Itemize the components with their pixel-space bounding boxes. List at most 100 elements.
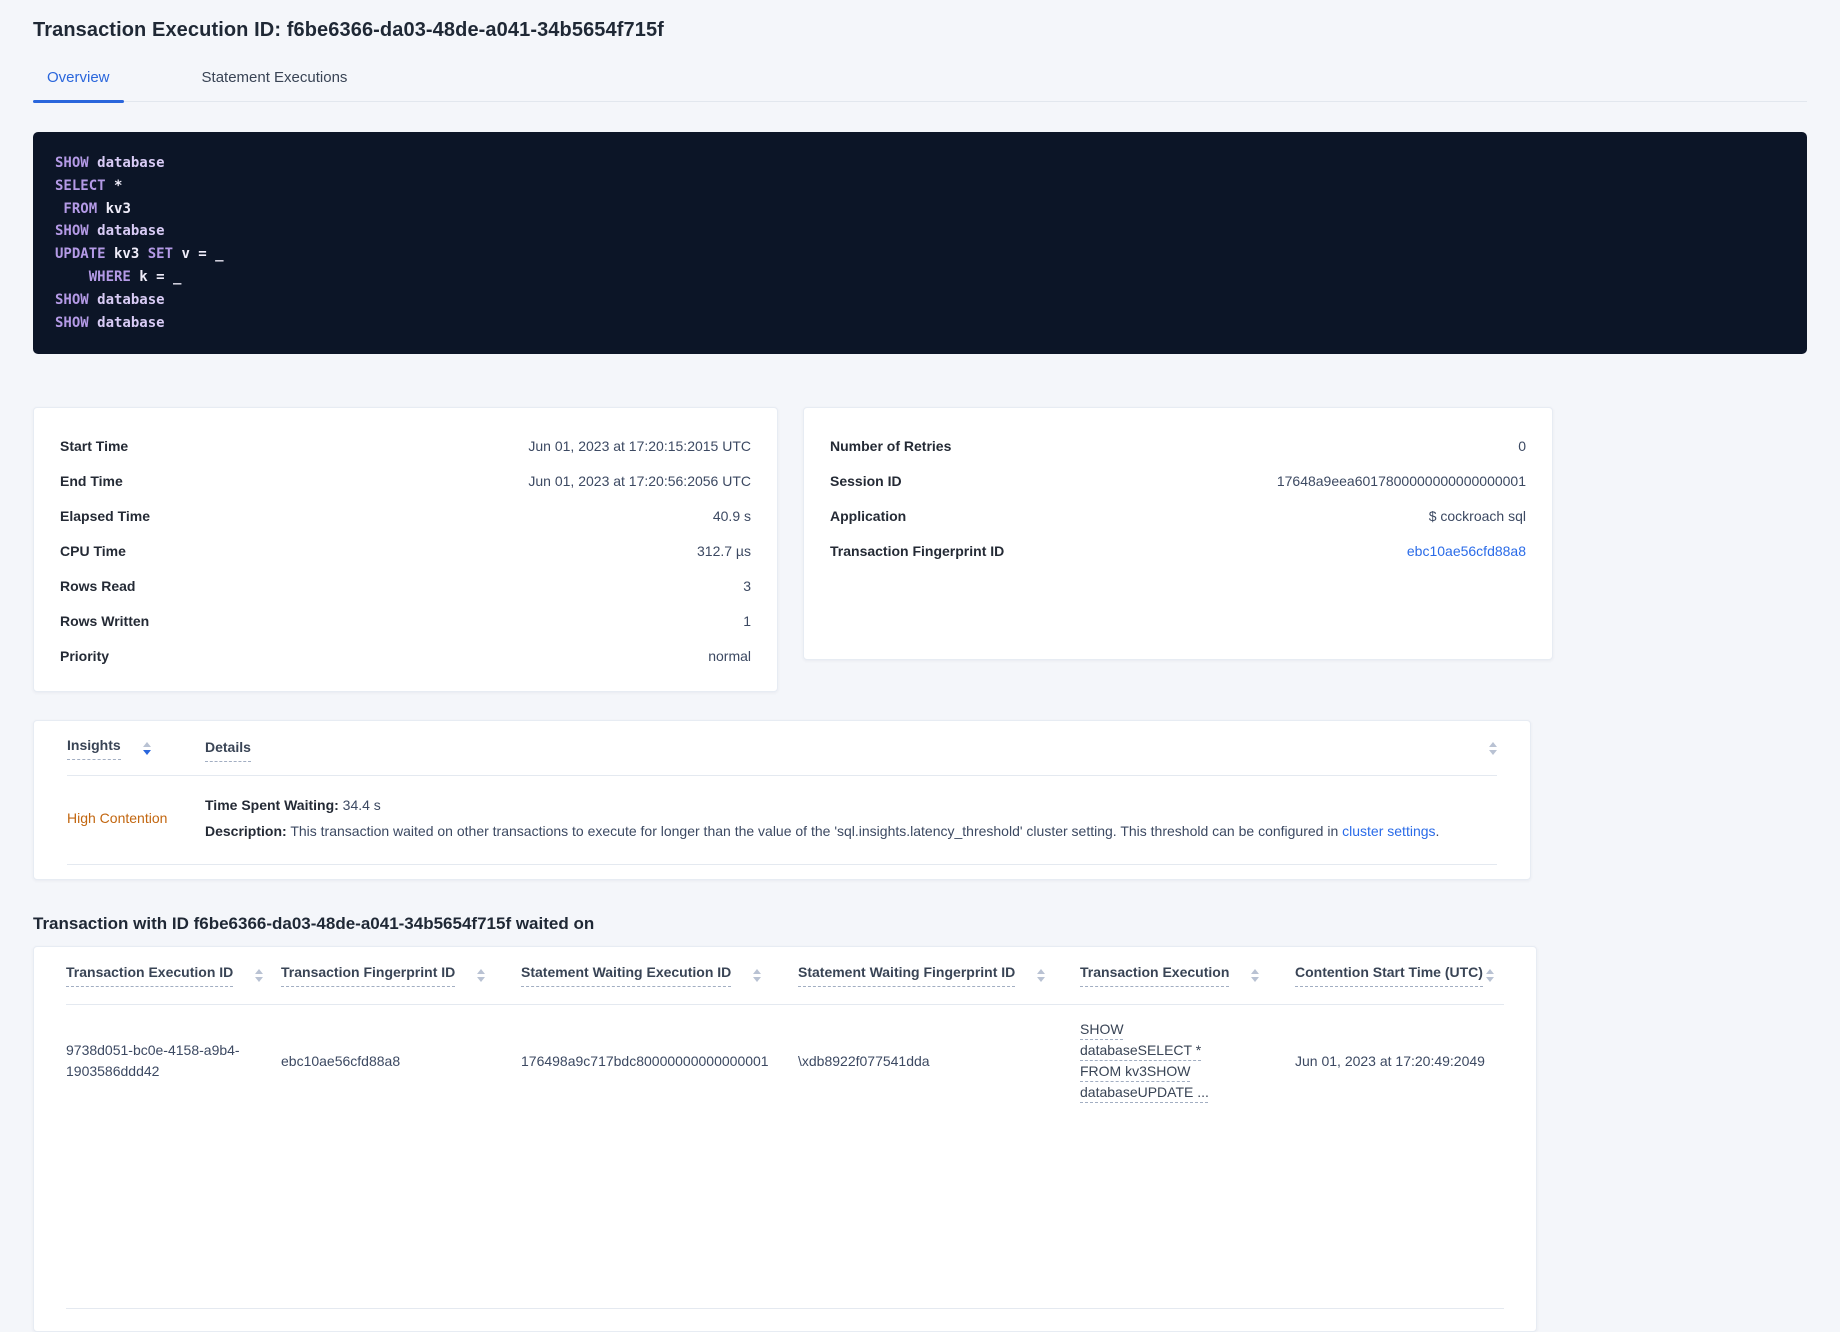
sql-token: k = _ [130,268,182,285]
insight-details: Time Spent Waiting: 34.4 s Description: … [205,792,1497,844]
column-header[interactable]: Transaction Fingerprint ID [281,964,521,987]
cell-statement-waiting-fingerprint-id: \xdb8922f077541dda [798,1052,930,1069]
summary-row: Number of Retries 0 [830,428,1526,463]
summary-value: 0 [1518,437,1526,454]
sql-token: UPDATE [55,246,106,263]
session-summary-rows: Number of Retries 0 Session ID 17648a9eea60… [830,428,1526,568]
column-header-label: Transaction Execution ID [66,964,234,987]
insight-row: High Contention Time Spent Waiting: 34.4… [67,776,1497,865]
tab-overview[interactable]: Overview [33,69,124,103]
sort-icon[interactable] [255,969,264,982]
transaction-fingerprint-link[interactable]: ebc10ae56cfd88a8 [1406,542,1526,559]
summary-value: 1 [743,612,751,629]
summary-value: Jun 01, 2023 at 17:20:15:2015 UTC [528,437,751,454]
sql-token: database [88,223,165,240]
table-row: 9738d051-bc0e-4158-a9b4-1903586ddd42 ebc… [66,1005,1504,1309]
summary-value: 17648a9eea6017800000000000000001 [1276,472,1526,489]
cell-statement-waiting-execution-id: 176498a9c717bdc80000000000000001 [521,1052,769,1069]
summary-row: Rows Written 1 [60,603,751,638]
summary-value: normal [708,647,751,664]
description-period: . [1435,823,1440,839]
summary-label: End Time [60,472,123,489]
cluster-settings-link[interactable]: cluster settings [1342,823,1436,839]
summary-label: Priority [60,647,110,664]
sort-icon[interactable] [1037,969,1046,982]
tab-statement-executions[interactable]: Statement Executions [201,69,348,86]
sql-token: SELECT [55,177,106,194]
column-header-label: Contention Start Time (UTC) [1295,964,1483,987]
summary-row: Elapsed Time 40.9 s [60,498,751,533]
summary-row: End Time Jun 01, 2023 at 17:20:56:2056 UT… [60,463,751,498]
summary-cards-row: Start Time Jun 01, 2023 at 17:20:15:2015 … [33,407,1807,692]
summary-value: $ cockroach sql [1428,507,1526,524]
sort-icon[interactable] [477,969,486,982]
sql-token: SHOW [55,314,89,331]
sort-icon[interactable] [1489,741,1497,755]
execution-summary-rows: Start Time Jun 01, 2023 at 17:20:15:2015 … [60,428,751,673]
waited-table-header: Transaction Execution ID Transaction Fing… [66,947,1504,1005]
insights-table: Insights Details High Contention Time Sp… [33,720,1531,880]
page-title: Transaction Execution ID: f6be6366-da03-… [33,19,664,41]
summary-label: Number of Retries [830,437,952,454]
summary-row: Rows Read 3 [60,568,751,603]
sql-token: v = _ [173,246,224,263]
session-summary-card: Number of Retries 0 Session ID 17648a9eea60… [803,407,1553,660]
summary-label: Rows Written [60,612,150,629]
summary-label: Application [830,507,907,524]
sql-token: SET [139,246,174,263]
insight-description-line: Description: This transaction waited on … [205,818,1497,844]
sort-icon[interactable] [753,969,762,982]
sql-token: WHERE [55,268,131,285]
cell-transaction-execution-id: 9738d051-bc0e-4158-a9b4-1903586ddd42 [66,1042,240,1079]
sql-token: SHOW [55,291,89,308]
description-label: Description: [205,823,287,839]
column-header-details[interactable]: Details [205,739,1467,762]
summary-value: 40.9 s [712,507,751,524]
column-header[interactable]: Transaction Execution ID [66,964,281,987]
summary-row: Session ID 17648a9eea60178000000000000000… [830,463,1526,498]
column-header[interactable]: Statement Waiting Execution ID [521,964,798,987]
sql-line: FROM kv3 [55,198,1785,221]
waiting-value: 34.4 s [338,797,381,813]
summary-value: Jun 01, 2023 at 17:20:56:2056 UTC [528,472,751,489]
column-header-insights[interactable]: Insights [67,737,205,760]
column-header[interactable]: Transaction Execution [1080,964,1295,987]
summary-label: Elapsed Time [60,507,151,524]
sql-token: * [105,177,123,194]
sort-icon[interactable] [1486,969,1494,982]
transaction-execution-link[interactable]: SHOW databaseSELECT * FROM kv3SHOW datab… [1080,1021,1209,1100]
column-header-label: Transaction Execution [1080,964,1230,987]
sql-code: SHOW database SELECT * FROM kv3 SHOW datab… [55,152,1785,334]
sql-statements-box: SHOW database SELECT * FROM kv3 SHOW datab… [33,132,1807,354]
column-header[interactable]: Statement Waiting Fingerprint ID [798,964,1080,987]
sort-icon[interactable] [142,741,151,755]
sql-line: SHOW database [55,312,1785,335]
column-header-label: Statement Waiting Execution ID [521,964,732,987]
sql-token: database [88,155,165,171]
summary-value: 312.7 µs [697,542,751,559]
insight-waiting-line: Time Spent Waiting: 34.4 s [205,792,1497,818]
sql-token: database [88,291,165,308]
summary-value: 3 [743,577,751,594]
column-header-label: Statement Waiting Fingerprint ID [798,964,1016,987]
description-text: This transaction waited on other transac… [286,823,1343,839]
column-header-label: Insights [67,737,121,760]
sql-token: database [88,314,165,331]
summary-row: Transaction Fingerprint ID ebc10ae56cfd88… [830,533,1526,568]
sql-line: WHERE k = _ [55,266,1785,289]
column-header[interactable]: Contention Start Time (UTC) [1295,964,1504,987]
sql-token: kv3 [97,200,131,217]
summary-label: CPU Time [60,542,126,559]
sort-icon[interactable] [1251,969,1260,982]
sql-token: FROM [55,200,98,217]
insights-table-header: Insights Details [67,721,1497,776]
summary-label: Transaction Fingerprint ID [830,542,1005,559]
column-header-label: Transaction Fingerprint ID [281,964,456,987]
summary-row: Application $ cockroach sql [830,498,1526,533]
sql-line: SELECT * [55,175,1785,198]
summary-label: Start Time [60,437,129,454]
sql-line: UPDATE kv3 SET v = _ [55,243,1785,266]
sql-token: SHOW [55,155,89,171]
waited-on-table: Transaction Execution ID Transaction Fing… [33,946,1537,1332]
